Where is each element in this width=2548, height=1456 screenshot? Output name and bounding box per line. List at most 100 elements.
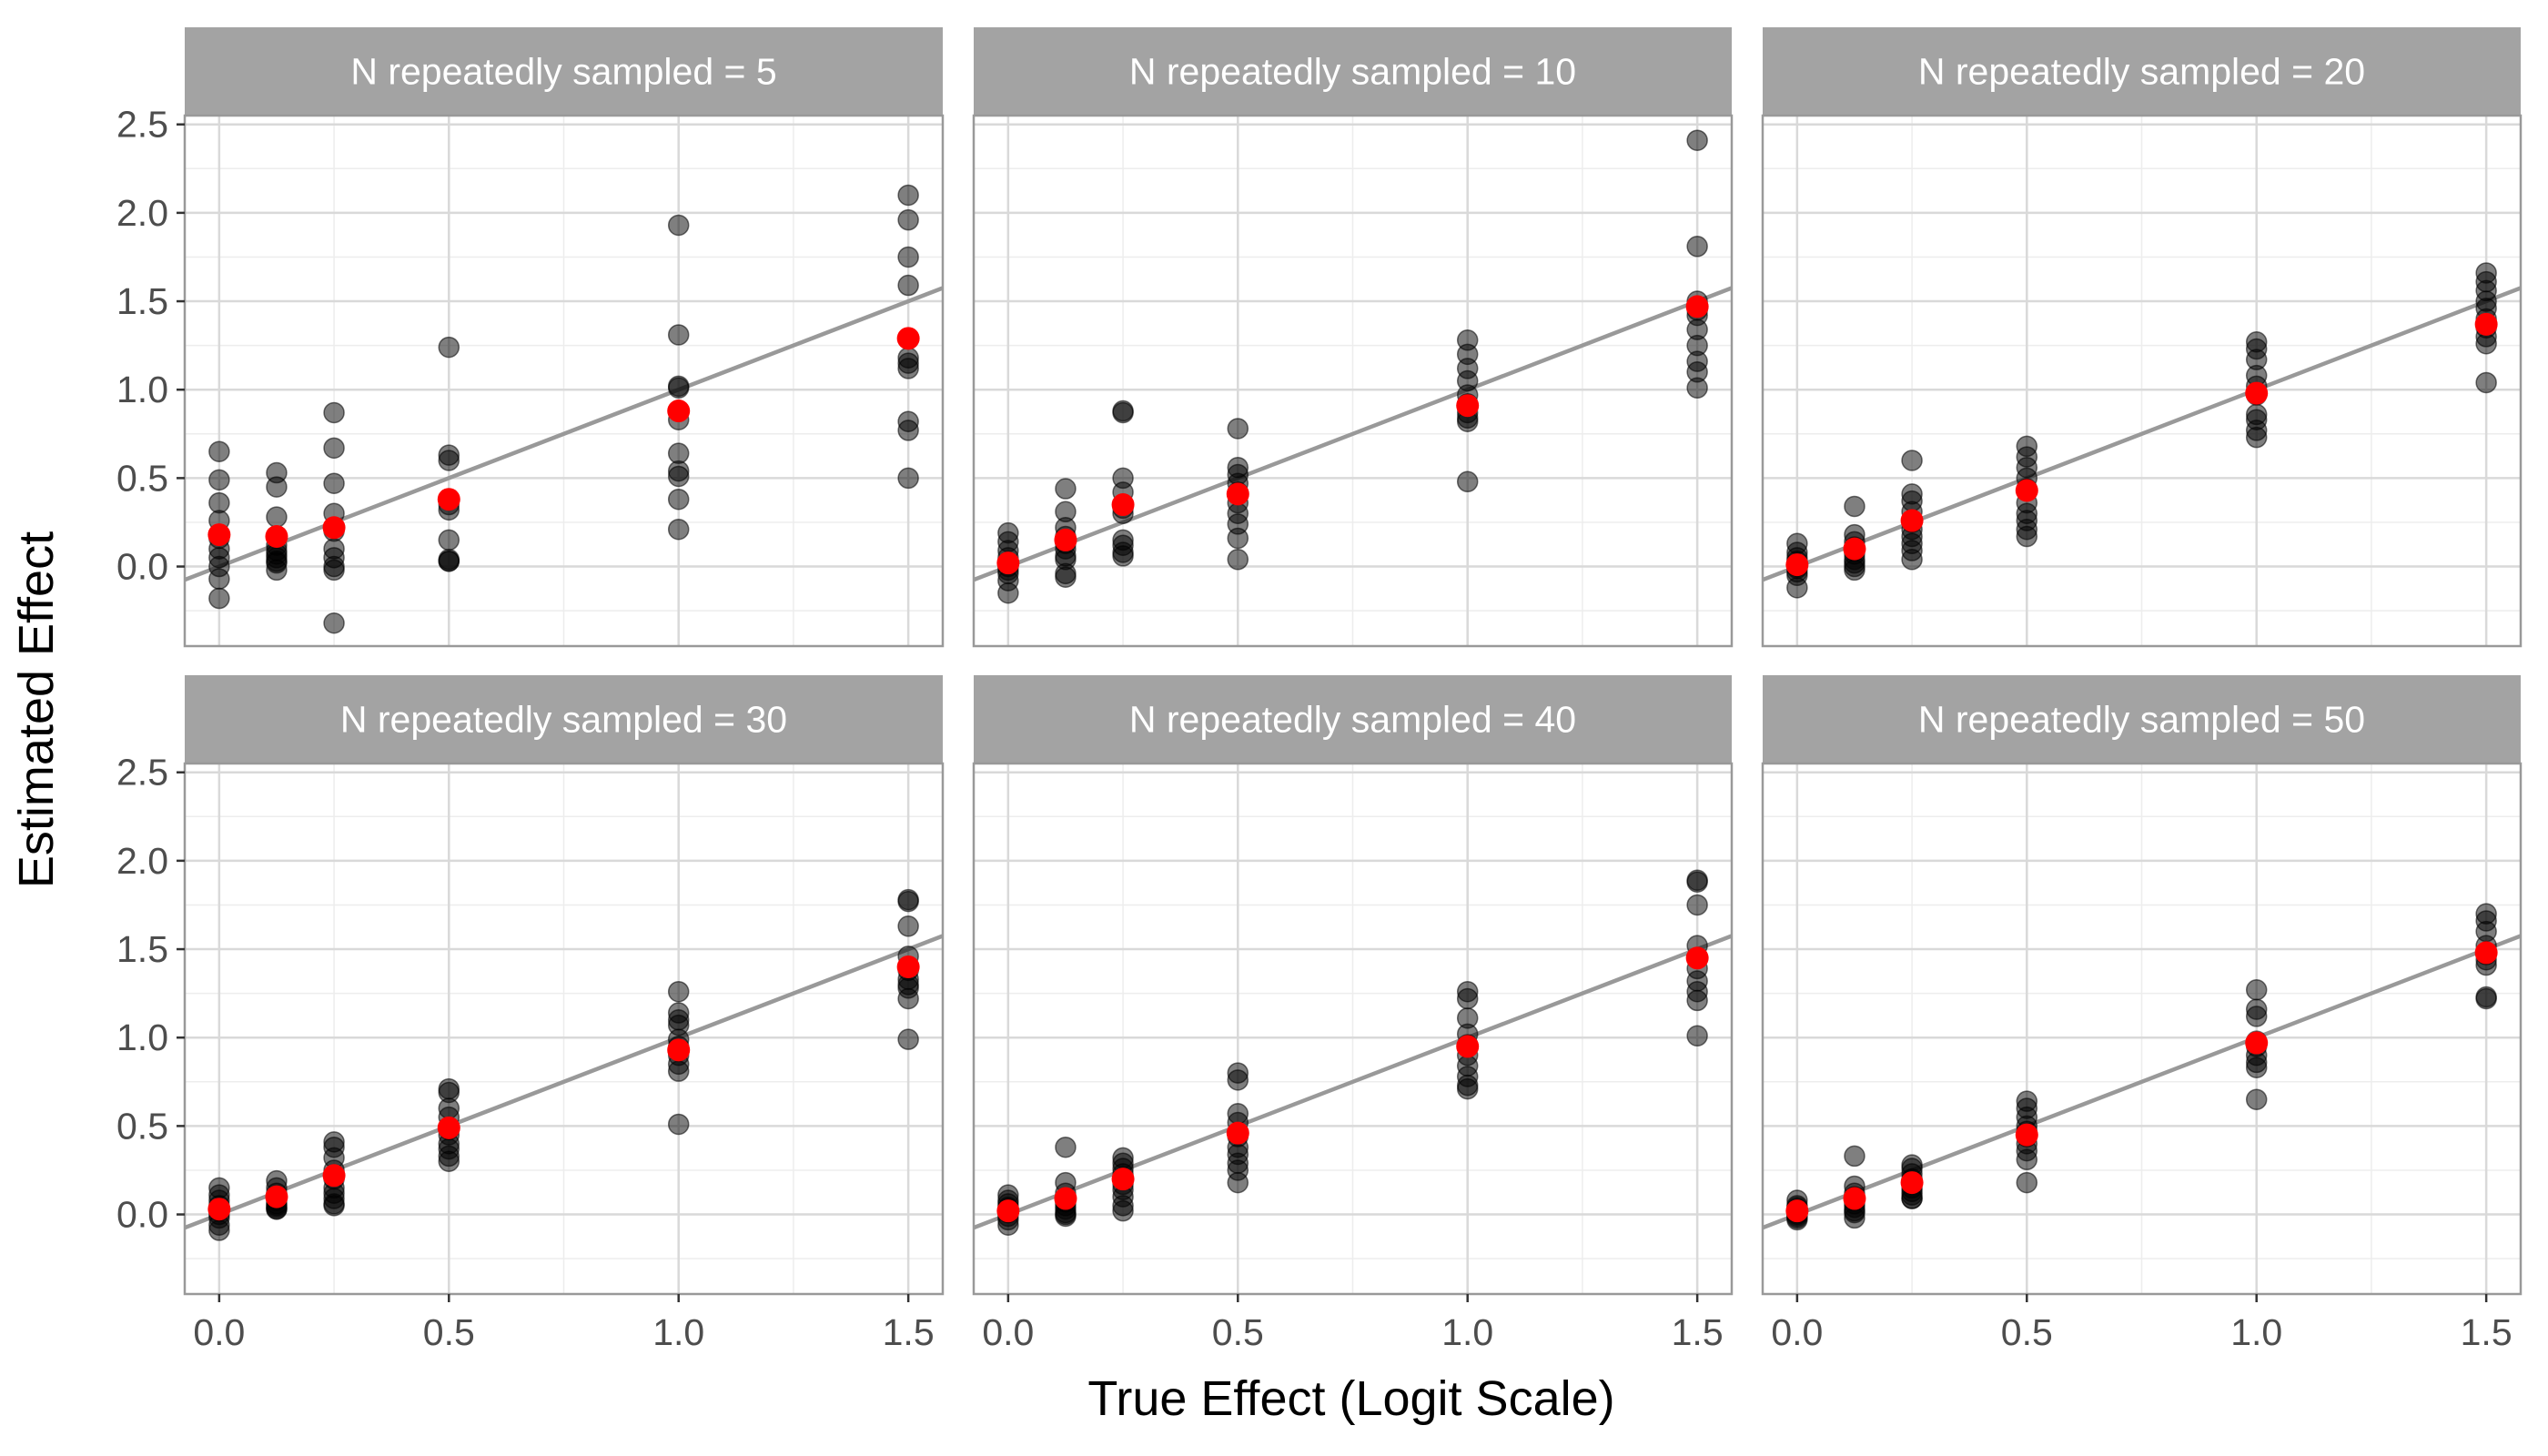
estimate-point <box>897 890 919 913</box>
estimate-point <box>897 246 919 268</box>
estimate-point <box>897 420 919 441</box>
estimate-point <box>323 401 345 424</box>
estimate-point <box>1456 987 1479 1010</box>
estimate-point <box>1055 478 1077 500</box>
estimate-point <box>208 587 230 610</box>
y-tick-label: 0.0 <box>116 1194 168 1236</box>
estimate-point <box>266 476 288 498</box>
estimate-point <box>1227 549 1249 571</box>
facet-strip <box>974 675 1732 763</box>
reference-line <box>1763 286 2521 582</box>
estimate-point <box>2245 426 2268 449</box>
x-tick-label: 0.5 <box>1212 1311 1264 1353</box>
estimate-point <box>2245 1006 2268 1027</box>
facet-strip <box>1763 27 2521 116</box>
estimate-point <box>2245 978 2268 1001</box>
x-tick-label: 1.5 <box>2461 1311 2513 1353</box>
estimate-point <box>667 518 690 541</box>
panel-border <box>972 762 1734 1296</box>
estimate-point <box>2475 332 2497 355</box>
estimate-point <box>667 488 690 511</box>
y-tick-label: 1.5 <box>116 280 168 322</box>
estimate-point <box>1686 1025 1708 1047</box>
estimate-point <box>438 1150 460 1172</box>
y-tick-label: 2.0 <box>116 840 168 882</box>
mean-point <box>2245 381 2269 405</box>
estimate-point <box>897 987 919 1010</box>
mean-point <box>207 523 231 547</box>
estimate-point <box>1844 559 1866 581</box>
estimate-point <box>266 559 288 581</box>
estimate-point <box>897 358 919 379</box>
estimate-point <box>1055 566 1077 588</box>
estimate-point <box>323 612 345 634</box>
estimate-point <box>1686 236 1708 258</box>
reference-line <box>185 934 943 1230</box>
mean-point <box>996 551 1020 575</box>
x-tick-label: 1.0 <box>1441 1311 1493 1353</box>
estimate-point <box>1227 1171 1249 1194</box>
y-tick-label: 1.0 <box>116 1016 168 1058</box>
mean-point <box>896 955 920 978</box>
y-tick-label: 0.5 <box>116 457 168 499</box>
facet-panel: N repeatedly sampled = 50 0.0 0.5 1.0 1.5 <box>1761 675 2523 1353</box>
estimate-point <box>667 1113 690 1136</box>
estimate-point <box>1227 1069 1249 1091</box>
x-tick-label: 0.5 <box>2001 1311 2053 1353</box>
mean-point <box>1226 1121 1249 1145</box>
mean-point <box>437 488 460 511</box>
estimate-point <box>1786 577 1808 599</box>
estimate-point <box>667 377 690 399</box>
estimate-point <box>2016 1148 2038 1171</box>
mean-point <box>667 399 691 423</box>
estimate-point <box>438 529 460 551</box>
facet-panel: N repeatedly sampled = 5 0.0 0.5 1.0 1.5 2.0 2… <box>116 27 945 648</box>
estimate-point <box>2245 1057 2268 1079</box>
facet-strip-label: N repeatedly sampled = 5 <box>350 51 776 93</box>
estimate-point <box>1686 894 1708 916</box>
mean-point <box>667 1038 691 1062</box>
estimate-point <box>1456 1077 1479 1100</box>
estimate-point <box>897 208 919 231</box>
estimate-point <box>323 437 345 460</box>
reference-line <box>1763 934 2521 1230</box>
estimate-point <box>1112 545 1134 567</box>
reference-line <box>974 934 1732 1230</box>
mean-point <box>1900 1171 1924 1195</box>
facet-strip <box>185 675 943 763</box>
y-tick-label: 1.5 <box>116 928 168 970</box>
estimate-point <box>208 440 230 462</box>
panel-border <box>1761 762 2523 1296</box>
x-tick-label: 1.0 <box>652 1311 704 1353</box>
estimate-point <box>667 214 690 237</box>
x-tick-label: 0.0 <box>1771 1311 1823 1353</box>
estimate-point <box>1686 871 1708 893</box>
y-tick-label: 2.5 <box>116 104 168 146</box>
x-tick-label: 0.5 <box>423 1311 475 1353</box>
estimate-point <box>1686 989 1708 1012</box>
facet-strip-label: N repeatedly sampled = 40 <box>1129 699 1576 741</box>
y-tick-label: 2.0 <box>116 192 168 234</box>
mean-point <box>1685 946 1709 970</box>
facet-strip <box>974 27 1732 116</box>
mean-point <box>1685 295 1709 318</box>
mean-point <box>1226 482 1249 506</box>
estimate-point <box>897 274 919 297</box>
mean-point <box>1785 1199 1809 1223</box>
mean-point <box>437 1116 460 1139</box>
estimate-point <box>208 568 230 590</box>
estimate-point <box>897 184 919 207</box>
estimate-point <box>2245 1088 2268 1110</box>
mean-point <box>265 525 288 549</box>
panel-border <box>1761 114 2523 648</box>
x-tick-label: 1.0 <box>2230 1311 2282 1353</box>
y-tick-label: 1.0 <box>116 369 168 410</box>
estimate-point <box>208 469 230 491</box>
estimate-point <box>997 581 1019 604</box>
estimate-point <box>1055 1136 1077 1158</box>
facet-strip-label: N repeatedly sampled = 10 <box>1129 51 1576 93</box>
x-axis-title: True Effect (Logit Scale) <box>1087 1371 1614 1426</box>
estimate-point <box>1112 1199 1134 1222</box>
estimate-point <box>897 915 919 937</box>
estimate-point <box>1844 495 1866 518</box>
